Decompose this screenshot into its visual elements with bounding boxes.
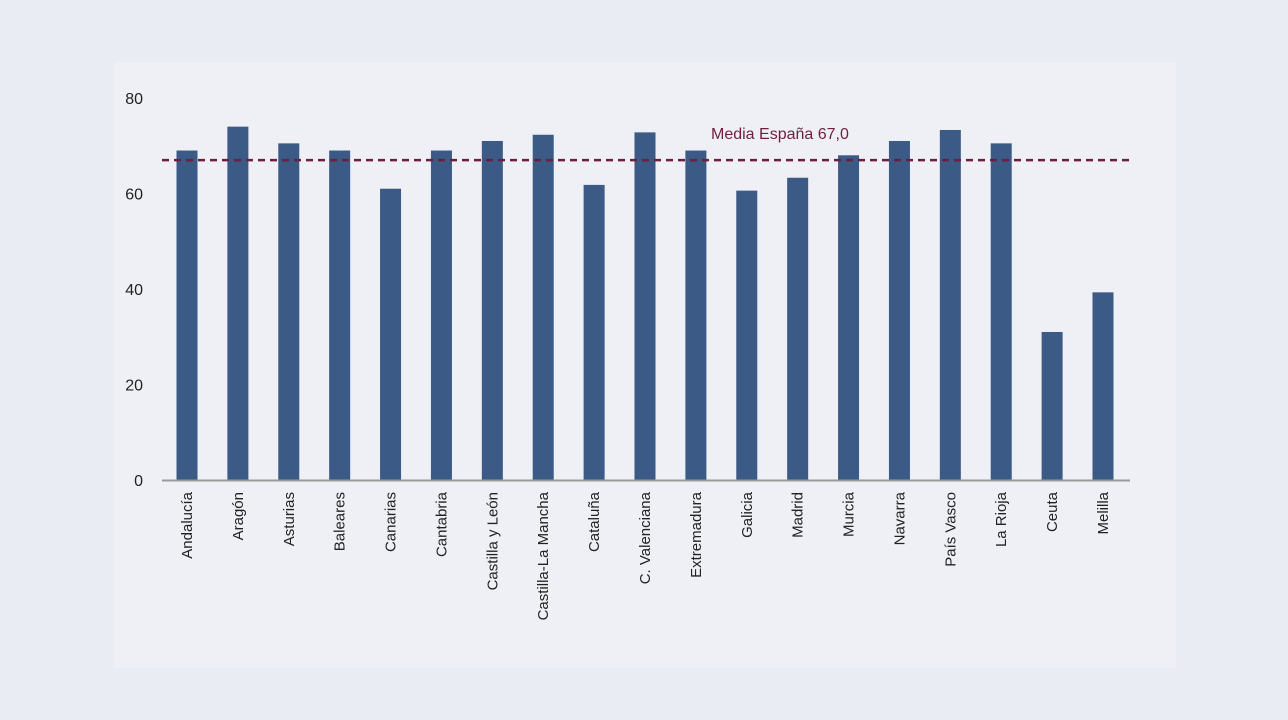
x-tick-label: País Vasco [942,492,959,567]
bar [430,150,452,480]
x-tick-label: Murcia [841,491,858,537]
bar [1041,331,1063,480]
bar [685,150,707,480]
bar [939,129,961,480]
y-tick-label: 40 [125,282,143,299]
x-tick-label: Galicia [739,491,756,538]
bar [990,143,1012,481]
y-tick-label: 80 [125,91,143,108]
bar [787,177,809,480]
bar [583,184,605,480]
x-tick-label: Aragón [230,492,247,540]
bar [329,150,351,480]
chart-panel: 0 20 40 60 80 Media España 67,0 Andalucía Ara… [114,62,1176,668]
x-tick-label: Castilla-La Mancha [535,491,552,620]
bar [532,134,554,480]
x-tick-label: Asturias [281,492,298,546]
x-tick-label: Navarra [891,491,908,545]
bar [380,188,402,480]
bar [227,126,249,481]
x-tick-label: Canarias [383,492,400,552]
bar [1092,292,1114,480]
x-tick-label: Extremadura [688,491,705,578]
x-axis-labels: Andalucía Aragón Asturias Baleares Canarias C… [179,491,1112,620]
x-tick-label: Melilla [1095,491,1112,534]
y-axis: 0 20 40 60 80 [125,91,143,490]
x-tick-label: Cataluña [586,491,603,552]
bar [176,150,198,480]
bars [176,126,1114,481]
x-tick-label: Madrid [790,492,807,538]
y-tick-label: 60 [125,187,143,204]
reference-line-label: Media España 67,0 [711,126,849,143]
bar [634,132,656,480]
x-tick-label: Cantabria [433,491,450,557]
x-tick-label: Ceuta [1044,491,1061,532]
x-tick-label: Andalucía [179,491,196,558]
y-tick-label: 0 [134,473,143,490]
bar [888,140,910,480]
x-tick-label: Castilla y León [484,492,501,590]
bar [481,140,503,480]
x-tick-label: C. Valenciana [637,491,654,584]
x-tick-label: Baleares [332,492,349,551]
bar-chart: 0 20 40 60 80 Media España 67,0 Andalucía Ara… [125,91,1130,620]
y-tick-label: 20 [125,378,143,395]
bar [736,190,758,480]
x-tick-label: La Rioja [993,491,1010,547]
bar [838,155,860,481]
bar [278,143,300,481]
